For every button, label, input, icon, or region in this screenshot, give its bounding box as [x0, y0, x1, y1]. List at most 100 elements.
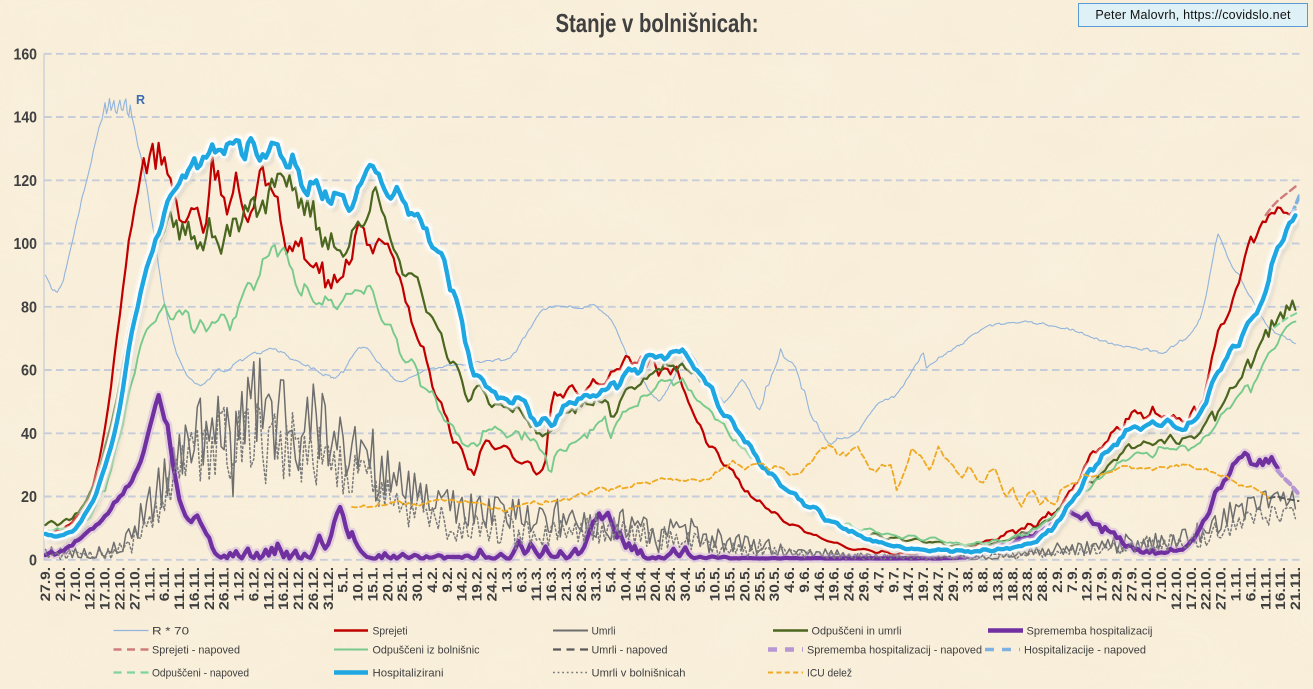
- svg-text:9.7.: 9.7.: [885, 567, 901, 593]
- svg-text:1.11.: 1.11.: [141, 567, 157, 601]
- svg-text:Sprejeti - napoved: Sprejeti - napoved: [152, 645, 240, 657]
- svg-text:26.3.: 26.3.: [573, 567, 589, 601]
- svg-text:1.3.: 1.3.: [498, 567, 514, 593]
- svg-text:4.7.: 4.7.: [870, 567, 886, 593]
- svg-text:26.11.: 26.11.: [216, 567, 232, 610]
- svg-text:21.11.: 21.11.: [201, 567, 217, 610]
- svg-text:24.7.: 24.7.: [930, 567, 946, 601]
- svg-text:Odpuščeni in umrli: Odpuščeni in umrli: [812, 626, 902, 638]
- svg-text:15.1.: 15.1.: [365, 567, 381, 601]
- svg-text:18.8.: 18.8.: [1004, 567, 1020, 601]
- svg-text:12.10.: 12.10.: [82, 567, 98, 610]
- svg-text:20.1.: 20.1.: [379, 567, 395, 601]
- svg-text:R * 70: R * 70: [152, 626, 189, 638]
- svg-text:140: 140: [14, 110, 38, 127]
- svg-text:1.11.: 1.11.: [1228, 567, 1244, 601]
- svg-text:7.9.: 7.9.: [1064, 567, 1080, 593]
- svg-text:31.12.: 31.12.: [320, 567, 336, 610]
- svg-text:27.10.: 27.10.: [1213, 567, 1229, 610]
- svg-text:Sprememba hospitalizacij: Sprememba hospitalizacij: [1027, 626, 1153, 638]
- svg-text:21.3.: 21.3.: [558, 567, 574, 601]
- svg-text:9.2.: 9.2.: [439, 567, 455, 593]
- svg-text:24.2.: 24.2.: [484, 567, 500, 601]
- svg-text:7.10.: 7.10.: [67, 567, 83, 601]
- svg-text:22.10.: 22.10.: [112, 567, 128, 610]
- svg-text:17.10.: 17.10.: [1183, 567, 1199, 610]
- svg-text:80: 80: [21, 299, 37, 316]
- svg-text:3.8.: 3.8.: [960, 567, 976, 593]
- svg-text:23.8.: 23.8.: [1019, 567, 1035, 601]
- svg-text:14.7.: 14.7.: [900, 567, 916, 601]
- svg-text:4.2.: 4.2.: [424, 567, 440, 593]
- svg-text:5.1.: 5.1.: [335, 567, 351, 593]
- svg-text:20.4.: 20.4.: [647, 567, 663, 601]
- svg-text:16.11.: 16.11.: [1272, 567, 1288, 610]
- svg-text:27.9.: 27.9.: [37, 567, 53, 601]
- svg-text:2.10.: 2.10.: [52, 567, 68, 601]
- svg-text:25.1.: 25.1.: [394, 567, 410, 601]
- svg-text:25.4.: 25.4.: [662, 567, 678, 601]
- svg-text:12.10.: 12.10.: [1168, 567, 1184, 610]
- svg-text:4.6.: 4.6.: [781, 567, 797, 593]
- svg-text:60: 60: [21, 363, 37, 380]
- svg-text:Odpuščeni iz bolnišnic: Odpuščeni iz bolnišnic: [373, 645, 480, 657]
- svg-text:ICU delež: ICU delež: [807, 668, 852, 680]
- svg-text:8.8.: 8.8.: [975, 567, 991, 593]
- svg-text:7.10.: 7.10.: [1153, 567, 1169, 601]
- svg-text:160: 160: [14, 46, 38, 63]
- svg-text:Hospitalizacije - napoved: Hospitalizacije - napoved: [1024, 645, 1146, 657]
- svg-text:6.11.: 6.11.: [1242, 567, 1258, 601]
- svg-text:11.3.: 11.3.: [528, 567, 544, 601]
- svg-text:Odpuščeni - napoved: Odpuščeni - napoved: [152, 668, 249, 680]
- svg-text:19.7.: 19.7.: [915, 567, 931, 601]
- svg-text:1.12.: 1.12.: [231, 567, 247, 601]
- svg-text:Umrli: Umrli: [592, 626, 616, 638]
- svg-text:16.11.: 16.11.: [186, 567, 202, 610]
- svg-text:10.1.: 10.1.: [350, 567, 366, 601]
- svg-text:30.1.: 30.1.: [409, 567, 425, 601]
- svg-text:0: 0: [29, 552, 37, 569]
- svg-text:Stanje v bolnišnicah:: Stanje v bolnišnicah:: [556, 8, 759, 38]
- svg-text:12.9.: 12.9.: [1079, 567, 1095, 601]
- svg-text:11.12.: 11.12.: [260, 567, 276, 610]
- svg-text:Umrli - napoved: Umrli - napoved: [592, 645, 668, 657]
- svg-text:10.4.: 10.4.: [617, 567, 633, 601]
- svg-text:9.6.: 9.6.: [796, 567, 812, 593]
- svg-text:22.10.: 22.10.: [1198, 567, 1214, 610]
- svg-text:27.10.: 27.10.: [126, 567, 142, 610]
- svg-text:25.5.: 25.5.: [751, 567, 767, 601]
- svg-text:19.2.: 19.2.: [469, 567, 485, 601]
- svg-text:20: 20: [21, 489, 37, 506]
- svg-text:11.11.: 11.11.: [1257, 567, 1273, 610]
- svg-text:19.6.: 19.6.: [826, 567, 842, 601]
- svg-text:120: 120: [14, 173, 38, 190]
- svg-text:5.4.: 5.4.: [603, 567, 619, 593]
- svg-text:13.8.: 13.8.: [989, 567, 1005, 601]
- svg-text:29.6.: 29.6.: [856, 567, 872, 601]
- svg-text:16.3.: 16.3.: [543, 567, 559, 601]
- svg-text:11.11.: 11.11.: [171, 567, 187, 610]
- svg-text:24.6.: 24.6.: [841, 567, 857, 601]
- svg-text:31.3.: 31.3.: [588, 567, 604, 601]
- svg-text:6.12.: 6.12.: [245, 567, 261, 601]
- svg-text:Sprememba hospitalizacij - nap: Sprememba hospitalizacij - napoved: [807, 645, 982, 657]
- svg-text:Sprejeti: Sprejeti: [373, 626, 408, 638]
- svg-text:16.12.: 16.12.: [275, 567, 291, 610]
- svg-text:17.9.: 17.9.: [1094, 567, 1110, 601]
- svg-text:14.2.: 14.2.: [454, 567, 470, 601]
- svg-text:10.5.: 10.5.: [707, 567, 723, 601]
- svg-text:17.10.: 17.10.: [97, 567, 113, 610]
- svg-text:27.9.: 27.9.: [1123, 567, 1139, 601]
- svg-text:30.4.: 30.4.: [677, 567, 693, 601]
- svg-text:5.5.: 5.5.: [692, 567, 708, 593]
- svg-text:28.8.: 28.8.: [1034, 567, 1050, 601]
- svg-text:15.5.: 15.5.: [722, 567, 738, 601]
- svg-text:21.12.: 21.12.: [290, 567, 306, 610]
- svg-text:6.3.: 6.3.: [513, 567, 529, 593]
- svg-text:2.10.: 2.10.: [1138, 567, 1154, 601]
- svg-text:29.7.: 29.7.: [945, 567, 961, 601]
- svg-text:100: 100: [14, 236, 38, 253]
- svg-text:6.11.: 6.11.: [156, 567, 172, 601]
- svg-text:Hospitalizirani: Hospitalizirani: [373, 668, 444, 680]
- svg-text:15.4.: 15.4.: [632, 567, 648, 601]
